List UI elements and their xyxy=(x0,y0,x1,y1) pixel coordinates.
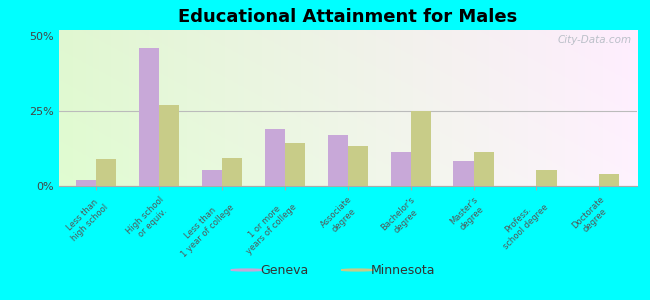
Circle shape xyxy=(231,269,263,271)
Bar xyxy=(536,169,556,186)
Text: Geneva: Geneva xyxy=(260,263,308,277)
Text: Minnesota: Minnesota xyxy=(370,263,435,277)
Bar xyxy=(76,180,96,186)
Bar xyxy=(411,111,431,186)
Bar xyxy=(599,174,619,186)
Circle shape xyxy=(341,269,374,271)
Bar xyxy=(391,152,411,186)
Text: City-Data.com: City-Data.com xyxy=(557,35,631,45)
Bar xyxy=(265,129,285,186)
Bar xyxy=(348,146,368,186)
Bar xyxy=(285,142,305,186)
Bar xyxy=(139,48,159,186)
Title: Educational Attainment for Males: Educational Attainment for Males xyxy=(178,8,517,26)
Bar xyxy=(202,169,222,186)
Bar xyxy=(159,105,179,186)
Bar xyxy=(473,152,493,186)
Bar xyxy=(328,135,348,186)
Bar xyxy=(454,160,473,186)
Bar xyxy=(222,158,242,186)
Bar xyxy=(96,159,116,186)
